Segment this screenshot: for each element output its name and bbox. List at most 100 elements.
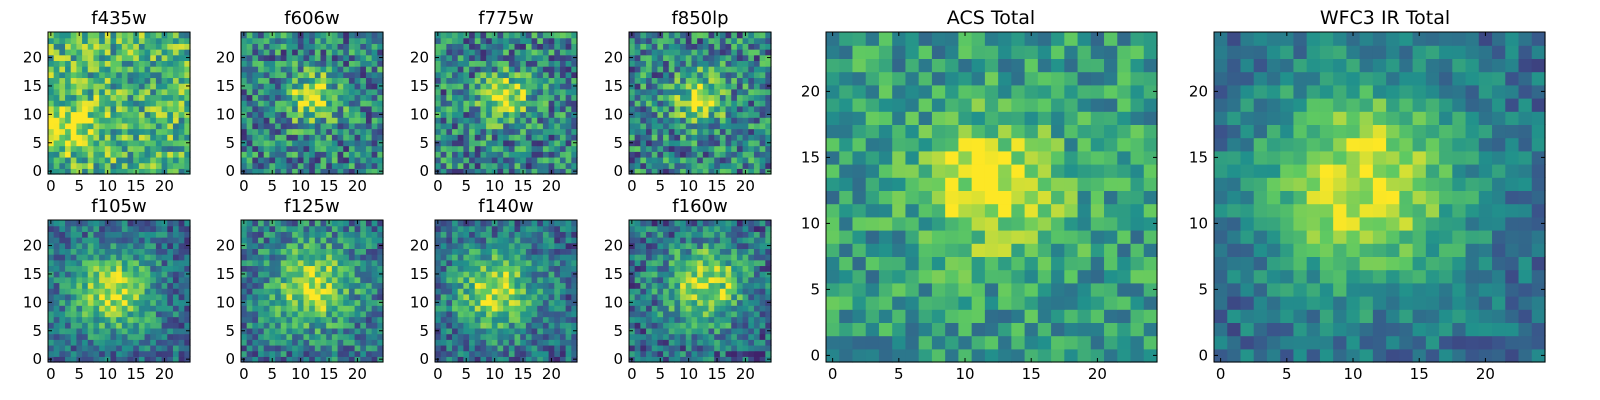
heatmap-cell [309,37,316,44]
heatmap-cell [719,310,727,318]
heatmap-cell [314,231,322,238]
heatmap-cell [286,305,293,312]
heatmap-cell [651,71,658,79]
x-tick-label: 15 [319,177,338,195]
heatmap-cell [753,145,761,152]
heatmap-cell [491,88,499,96]
heatmap-cell [457,60,464,67]
heatmap-cell [337,156,344,164]
heatmap-cell [354,66,361,73]
heatmap-cell [93,77,100,84]
y-tick-label: 5 [419,134,429,152]
heatmap-cell [53,316,60,323]
heatmap-cell [252,356,259,363]
heatmap-cell [371,162,378,169]
heatmap-cell [121,54,129,61]
heatmap-cell [514,259,521,267]
x-tick-label: 5 [74,177,84,195]
heatmap-cell [116,288,123,295]
heatmap-cell [463,43,470,50]
heatmap-cell [548,225,555,232]
heatmap-cell [542,339,550,346]
heatmap-cell [320,105,327,113]
heatmap-cell [59,316,66,323]
heatmap-cell [697,151,704,158]
heatmap-cell [314,54,322,61]
heatmap-cell [491,237,499,244]
heatmap-cell [348,225,356,232]
heatmap-cell [731,100,738,107]
heatmap-cell [725,327,732,335]
heatmap-cell [714,100,721,107]
heatmap-cell [331,168,339,175]
heatmap-cell [663,282,670,289]
heatmap-cell [463,105,470,113]
heatmap-cell [759,49,766,56]
heatmap-cell [514,299,521,306]
heatmap-cell [99,60,106,67]
heatmap-cell [559,282,567,289]
heatmap-cell [178,122,185,130]
heatmap-cell [252,310,259,318]
heatmap-cell [326,134,333,141]
heatmap-cell [742,316,749,323]
heatmap-cell [480,134,487,141]
heatmap-cell [525,265,533,272]
heatmap-cell [714,156,721,164]
heatmap-cell [309,327,316,335]
heatmap-cell [138,105,146,113]
heatmap-cell [286,32,293,39]
heatmap-cell [275,299,282,306]
heatmap-cell [634,339,641,346]
heatmap-cell [702,344,710,352]
heatmap-cell [719,276,727,284]
heatmap-cell [314,134,322,141]
heatmap-cell [263,220,270,227]
heatmap-cell [714,60,721,67]
heatmap-cell [331,305,339,312]
heatmap-cell [133,333,140,340]
heatmap-cell [155,220,163,227]
heatmap-cell [326,259,333,267]
heatmap-cell [184,145,191,152]
heatmap-cell [314,128,322,135]
heatmap-cell [759,145,766,152]
heatmap-cell [343,276,350,284]
heatmap-cell [110,66,117,73]
heatmap-cell [65,134,72,141]
heatmap-cell [697,333,704,340]
heatmap-cell [629,310,636,318]
heatmap-cell [286,88,293,96]
heatmap-cell [469,254,476,261]
heatmap-cell [640,151,647,158]
heatmap-cell [542,293,550,301]
heatmap-cell [121,128,129,135]
heatmap-cell [76,94,83,101]
heatmap-cell [514,316,521,323]
heatmap-cell [503,60,510,67]
heatmap-cell [691,100,698,107]
heatmap-cell [303,60,310,67]
heatmap-cell [82,128,89,135]
heatmap-cell [691,344,698,352]
heatmap-cell [326,276,333,284]
heatmap-cell [765,145,772,152]
heatmap-cell [275,54,282,61]
heatmap-cell [508,128,516,135]
heatmap-cell [53,225,60,232]
heatmap-cell [446,122,453,130]
heatmap-cell [731,37,738,44]
heatmap-cell [548,344,555,352]
heatmap-cell [514,350,521,357]
heatmap-cell [531,271,538,278]
heatmap-cell [371,220,378,227]
heatmap-cell [184,305,191,312]
heatmap-cell [303,37,310,44]
heatmap-cell [371,231,378,238]
heatmap-cell [178,248,185,255]
heatmap-cell [708,344,715,352]
heatmap-cell [127,151,134,158]
heatmap-cell [725,77,732,84]
heatmap-cell [53,237,60,244]
heatmap-cell [731,111,738,118]
